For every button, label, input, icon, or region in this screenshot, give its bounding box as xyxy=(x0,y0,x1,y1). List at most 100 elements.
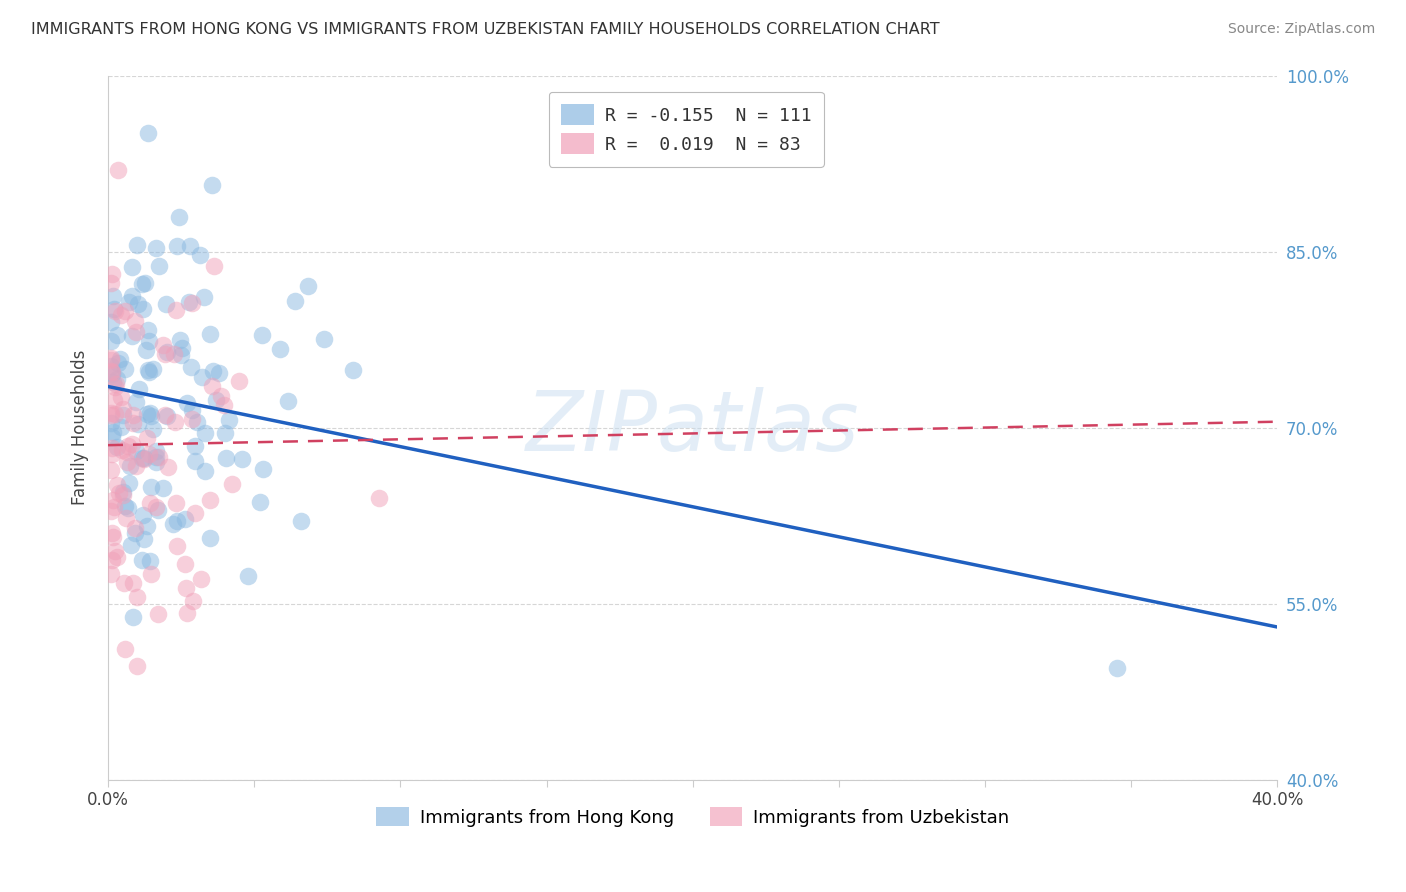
Point xyxy=(141,409,163,423)
Point xyxy=(100,363,122,377)
Point xyxy=(131,450,153,465)
Point xyxy=(277,393,299,408)
Point xyxy=(100,417,122,431)
Point xyxy=(117,439,139,453)
Point xyxy=(104,544,127,558)
Point xyxy=(101,425,124,439)
Point xyxy=(118,458,141,473)
Point xyxy=(166,539,188,553)
Point xyxy=(135,519,157,533)
Point xyxy=(132,533,155,547)
Point xyxy=(135,343,157,357)
Point xyxy=(145,240,167,254)
Point xyxy=(120,538,142,552)
Point xyxy=(112,401,135,416)
Point xyxy=(155,297,177,311)
Point xyxy=(200,327,222,342)
Point xyxy=(173,512,195,526)
Point xyxy=(114,642,136,657)
Point xyxy=(100,365,122,379)
Point xyxy=(101,553,124,567)
Point xyxy=(114,499,136,513)
Point xyxy=(201,364,224,378)
Point xyxy=(231,452,253,467)
Point xyxy=(118,476,141,491)
Point xyxy=(132,451,155,466)
Point xyxy=(132,451,155,466)
Point xyxy=(153,408,176,422)
Point xyxy=(269,342,291,356)
Point xyxy=(138,334,160,349)
Point xyxy=(101,289,124,303)
Point xyxy=(176,395,198,409)
Point xyxy=(191,370,214,384)
Point xyxy=(156,344,179,359)
Point xyxy=(138,554,160,568)
Point xyxy=(145,450,167,464)
Point xyxy=(101,525,124,540)
Point xyxy=(122,610,145,624)
Point xyxy=(118,294,141,309)
Point xyxy=(152,481,174,495)
Point xyxy=(132,508,155,523)
Point xyxy=(312,332,335,346)
Point xyxy=(105,478,128,492)
Point xyxy=(139,480,162,494)
Point xyxy=(134,276,156,290)
Point xyxy=(368,491,391,505)
Point xyxy=(121,329,143,343)
Point xyxy=(117,444,139,458)
Point xyxy=(146,503,169,517)
Point xyxy=(145,455,167,469)
Point xyxy=(228,374,250,388)
Point xyxy=(128,382,150,396)
Point xyxy=(101,430,124,444)
Point xyxy=(104,407,127,421)
Point xyxy=(101,447,124,461)
Point xyxy=(105,549,128,564)
Point xyxy=(114,304,136,318)
Point xyxy=(104,380,127,394)
Text: ZIPatlas: ZIPatlas xyxy=(526,387,859,468)
Point xyxy=(184,440,207,454)
Point xyxy=(112,576,135,591)
Point xyxy=(101,530,124,544)
Point xyxy=(218,413,240,427)
Point xyxy=(107,162,129,177)
Point xyxy=(111,484,134,499)
Point xyxy=(180,296,202,310)
Point xyxy=(152,338,174,352)
Point xyxy=(121,289,143,303)
Point xyxy=(107,328,129,343)
Point xyxy=(110,309,132,323)
Point xyxy=(153,347,176,361)
Point xyxy=(176,607,198,621)
Point xyxy=(188,247,211,261)
Point xyxy=(136,363,159,377)
Point xyxy=(186,415,208,429)
Point xyxy=(142,362,165,376)
Point xyxy=(101,375,124,389)
Point xyxy=(146,607,169,622)
Point xyxy=(100,359,122,373)
Point xyxy=(142,422,165,436)
Point xyxy=(100,352,122,367)
Point xyxy=(201,178,224,193)
Point xyxy=(121,437,143,451)
Point xyxy=(127,296,149,310)
Point xyxy=(131,277,153,292)
Point xyxy=(103,500,125,515)
Text: IMMIGRANTS FROM HONG KONG VS IMMIGRANTS FROM UZBEKISTAN FAMILY HOUSEHOLDS CORREL: IMMIGRANTS FROM HONG KONG VS IMMIGRANTS … xyxy=(31,22,939,37)
Point xyxy=(124,525,146,540)
Point xyxy=(290,514,312,528)
Point xyxy=(174,557,197,571)
Point xyxy=(284,293,307,308)
Point xyxy=(121,260,143,275)
Point xyxy=(166,239,188,253)
Point xyxy=(115,454,138,468)
Point xyxy=(208,366,231,380)
Point xyxy=(111,443,134,458)
Point xyxy=(179,239,201,253)
Point xyxy=(122,408,145,422)
Point xyxy=(112,408,135,422)
